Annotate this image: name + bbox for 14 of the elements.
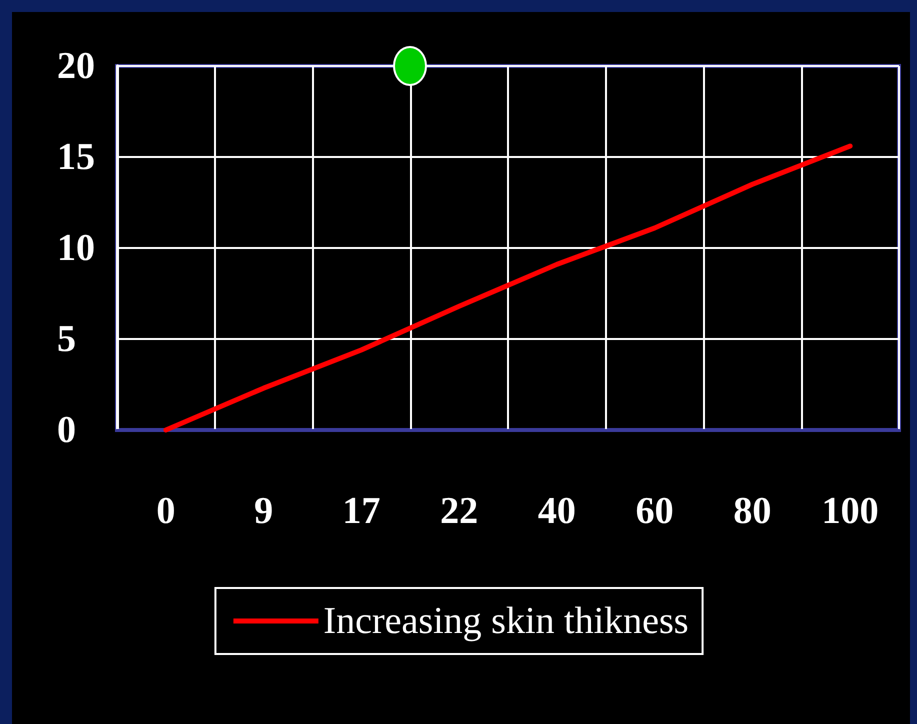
- y-tick-label: 15: [57, 136, 95, 178]
- x-tick-label: 17: [342, 490, 380, 532]
- x-tick-label: 22: [440, 490, 478, 532]
- x-tick-label: 9: [254, 490, 274, 532]
- x-tick-label: 60: [636, 490, 674, 532]
- x-tick-label: 100: [822, 490, 879, 532]
- y-tick-label: 20: [57, 45, 95, 87]
- y-tick-label: 0: [57, 409, 76, 451]
- x-tick-label: 0: [156, 490, 176, 532]
- x-tick-label: 80: [733, 490, 772, 532]
- x-tick-label: 40: [538, 490, 576, 532]
- y-tick-label: 10: [57, 227, 95, 269]
- y-tick-label: 5: [57, 318, 76, 360]
- legend-label: Increasing skin thikness: [323, 600, 689, 642]
